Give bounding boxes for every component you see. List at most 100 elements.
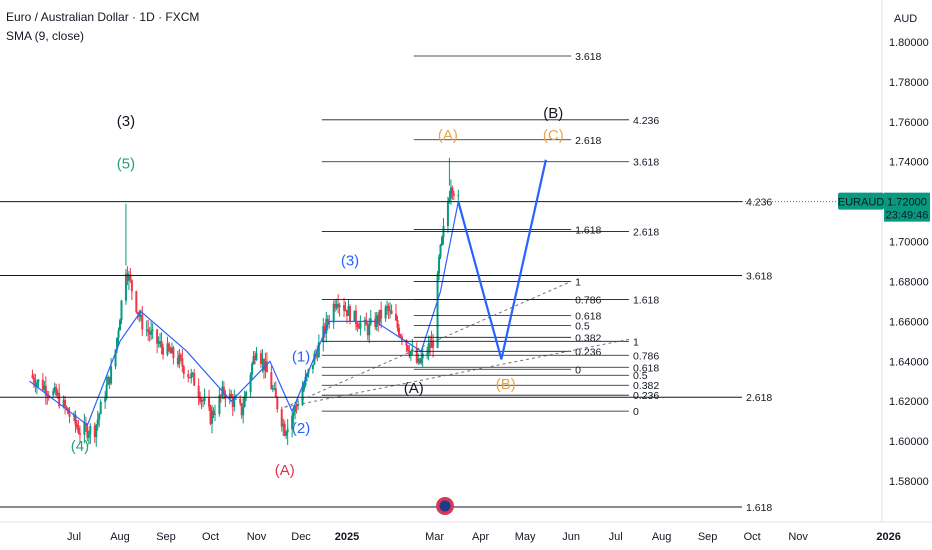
time-tick-label: May — [515, 531, 536, 543]
indicator-legend-sma[interactable]: SMA (9, close) — [6, 29, 85, 43]
horizontal-level-label: 3.618 — [746, 270, 772, 282]
wave-label: (2) — [292, 420, 310, 437]
wave-label: (3) — [341, 252, 359, 269]
candle-body — [291, 415, 294, 430]
time-tick-label: Oct — [744, 531, 761, 543]
candle-body — [380, 309, 383, 319]
candle-body — [105, 384, 108, 399]
horizontal-level-label: 4.236 — [746, 197, 772, 209]
candle-body — [73, 414, 75, 417]
candle-body — [418, 358, 421, 364]
candle-body — [448, 198, 451, 203]
time-tick-label: Sep — [698, 531, 718, 543]
candle-body — [130, 280, 133, 292]
candle-body — [53, 387, 56, 391]
candle-body — [451, 187, 454, 194]
candle-body — [231, 397, 234, 407]
price-tick-label: 1.62000 — [889, 396, 929, 408]
symbol-tag-label: EURAUD — [838, 197, 885, 209]
candle-body — [375, 315, 378, 327]
fib-level-label: 0.786 — [633, 350, 659, 362]
candle-body — [199, 396, 202, 402]
candle-body — [271, 388, 274, 390]
candle-body — [87, 434, 90, 438]
candle-body — [62, 400, 65, 407]
wave-label: (3) — [117, 113, 135, 130]
candle-body — [239, 398, 242, 404]
candle-body — [243, 396, 246, 408]
price-badge-value: 1.72000 — [887, 197, 927, 209]
fib-level-label: 0.5 — [575, 320, 590, 332]
candle-body — [104, 398, 107, 402]
price-badge — [884, 192, 930, 222]
symbol-tag — [838, 192, 884, 210]
candle-body — [368, 323, 371, 336]
candle-body — [328, 322, 331, 324]
price-tick-label: 1.78000 — [889, 77, 929, 89]
candle-body — [325, 318, 328, 334]
trendline[interactable] — [284, 338, 630, 408]
time-tick-label: Jul — [67, 531, 81, 543]
time-tick-label: 2026 — [876, 531, 900, 543]
candle-body — [303, 385, 305, 390]
fib-level-label: 0.382 — [633, 380, 659, 392]
candle-body — [86, 426, 89, 438]
candle-body — [99, 401, 102, 414]
candle-body — [332, 303, 335, 323]
time-tick-label: Jun — [562, 531, 580, 543]
candle-body — [311, 364, 314, 370]
candle-body — [265, 361, 268, 373]
wave-label: (B) — [543, 105, 563, 122]
trendline[interactable] — [284, 281, 572, 408]
candle-body — [224, 393, 227, 399]
candle-body — [432, 340, 435, 348]
candle-body — [405, 340, 408, 346]
candle-body — [374, 318, 377, 327]
projection-path[interactable] — [457, 159, 547, 360]
wave-label: (A) — [404, 380, 424, 397]
time-tick-label: Nov — [247, 531, 267, 543]
candle-body — [390, 310, 393, 315]
candle-body — [150, 330, 153, 335]
candle-body — [338, 305, 341, 308]
fib-level-label: 0.236 — [633, 390, 659, 402]
candle-body — [108, 376, 111, 384]
candle-body — [251, 363, 254, 375]
fib-level-label: 0.236 — [575, 346, 601, 358]
time-tick-label: Dec — [291, 531, 311, 543]
candle-body — [74, 414, 77, 425]
price-tick-label: 1.64000 — [889, 356, 929, 368]
candle-body — [203, 397, 206, 401]
price-tick-label: 1.80000 — [889, 37, 929, 49]
candle-body — [107, 376, 110, 385]
wave-label: (A) — [275, 462, 295, 479]
candle-body — [353, 310, 356, 322]
candle-body — [452, 193, 455, 196]
chart-title[interactable]: Euro / Australian Dollar · 1D · FXCM — [6, 10, 200, 24]
candle-body — [75, 424, 78, 428]
candle-body — [334, 303, 337, 308]
calendar-event-icon-core — [439, 500, 451, 512]
wave-label: (C) — [543, 127, 564, 144]
candle-body — [421, 353, 424, 359]
candle-body — [44, 385, 47, 396]
candle-body — [84, 423, 87, 427]
candle-body — [292, 411, 295, 416]
candle-body — [31, 375, 34, 378]
candle-body — [187, 373, 190, 378]
candle-body — [411, 348, 414, 352]
time-tick-label: Sep — [156, 531, 176, 543]
candle-body — [127, 274, 130, 281]
fib-level-label: 4.236 — [633, 115, 659, 127]
candle-body — [56, 392, 59, 396]
candle-body — [446, 202, 449, 227]
candle-body — [384, 306, 387, 319]
candle-body — [378, 309, 381, 323]
candle-body — [344, 309, 347, 311]
candle-body — [141, 314, 144, 330]
fib-level-label: 3.618 — [633, 157, 659, 169]
candle-body — [317, 342, 320, 358]
candle-body — [285, 431, 288, 436]
candle-body — [387, 306, 390, 311]
